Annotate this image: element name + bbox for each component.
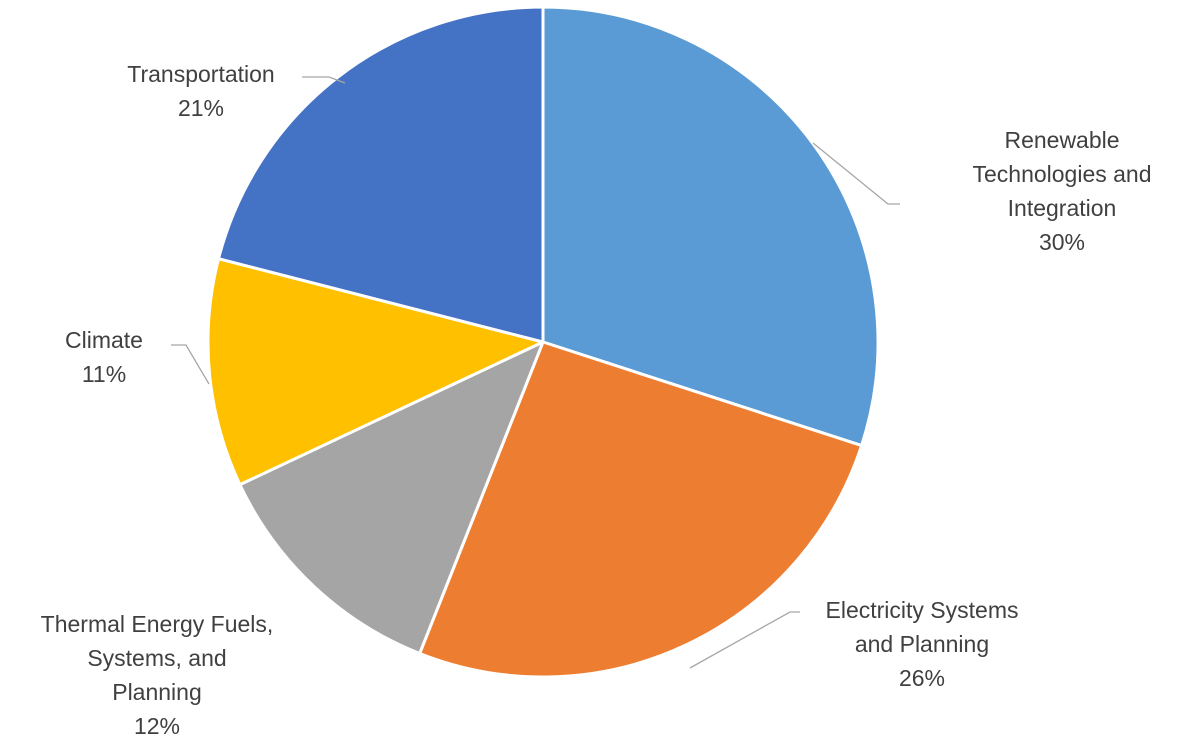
leader-line-electricity-systems-and-planning (689, 611, 800, 669)
pie-slice-climate (206, 257, 545, 487)
slice-category-label: Electricity Systems (826, 597, 1019, 623)
slice-label-transportation: Transportation 21% (127, 61, 274, 121)
slice-category-label: Technologies and (972, 161, 1151, 187)
slices-layer (206, 5, 880, 679)
slice-value-label: 30% (1039, 229, 1085, 255)
slice-category-label: Transportation (127, 61, 274, 87)
slice-label-electricity-systems-and-planning: Electricity Systems and Planning 26% (826, 597, 1019, 691)
slice-label-climate: Climate 11% (65, 327, 143, 387)
pie-slice-transportation (217, 5, 545, 344)
pie-slice-thermal-energy-fuels-systems-and-planning (238, 340, 545, 655)
slice-value-label: 21% (178, 95, 224, 121)
slice-label-thermal-energy-fuels-systems-and-planning: Thermal Energy Fuels, Systems, and Plannin… (41, 611, 274, 739)
slice-category-label: Integration (1008, 195, 1117, 221)
slice-category-label: Renewable (1004, 127, 1119, 153)
leader-line-transportation (302, 76, 346, 84)
slice-value-label: 26% (899, 665, 945, 691)
slice-category-label: Climate (65, 327, 143, 353)
slice-category-label: Systems, and (87, 645, 226, 671)
slice-label-renewable-technologies-and-integration: Renewable Technologies and Integration 30% (972, 127, 1151, 255)
slice-value-label: 11% (82, 361, 126, 387)
leader-line-renewable-technologies-and-integration (812, 142, 900, 205)
slice-value-label: 12% (134, 713, 180, 739)
pie-slice-electricity-systems-and-planning (418, 340, 864, 679)
pie-slice-renewable-technologies-and-integration (541, 5, 880, 448)
slice-category-label: and Planning (855, 631, 989, 657)
slice-category-label: Thermal Energy Fuels, (41, 611, 274, 637)
slice-category-label: Planning (112, 679, 202, 705)
leader-lines-layer (171, 76, 900, 669)
leader-line-climate (171, 344, 210, 385)
labels-layer: Renewable Technologies and Integration 30% E… (41, 61, 1152, 739)
